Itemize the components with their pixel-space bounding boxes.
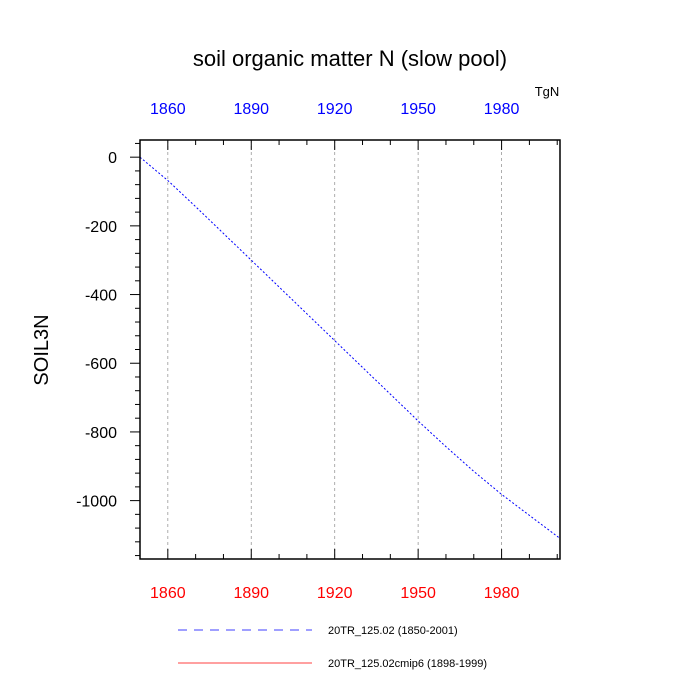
x-tick-label-bottom: 1920	[317, 585, 353, 602]
y-tick-label: -600	[85, 356, 117, 373]
legend-label-2: 20TR_125.02cmip6 (1898-1999)	[328, 658, 487, 670]
y-tick-label: -1000	[76, 494, 117, 511]
x-tick-label-top: 1980	[484, 101, 520, 118]
y-tick-label: -400	[85, 288, 117, 305]
x-tick-label-top: 1920	[317, 101, 353, 118]
x-tick-label-bottom: 1890	[233, 585, 269, 602]
x-tick-label-top: 1860	[150, 101, 186, 118]
series-line-1	[139, 156, 561, 539]
series-layer	[139, 156, 561, 539]
grid-lines	[167, 140, 502, 559]
legend: 20TR_125.02 (1850-2001) 20TR_125.02cmip6 …	[178, 625, 487, 670]
x-tick-label-bottom: 1980	[484, 585, 520, 602]
y-axis-label: SOIL3N	[31, 314, 53, 385]
legend-label-1: 20TR_125.02 (1850-2001)	[328, 625, 458, 637]
x-tick-label-top: 1890	[233, 101, 269, 118]
x-tick-label-bottom: 1950	[400, 585, 436, 602]
y-tick-label: 0	[108, 150, 117, 167]
axis-ticks	[130, 140, 558, 559]
plot-frame	[139, 139, 561, 560]
x-tick-label-top: 1950	[400, 101, 436, 118]
axis-tick-labels: 1860 1860 1890 1890 1920 1920 1950 1950 1980 1980…	[76, 101, 519, 602]
y-tick-label: -200	[85, 219, 117, 236]
y-tick-label: -800	[85, 425, 117, 442]
x-tick-label-bottom: 1860	[150, 585, 186, 602]
chart-title: soil organic matter N (slow pool)	[193, 46, 507, 71]
units-label: TgN	[535, 84, 560, 99]
